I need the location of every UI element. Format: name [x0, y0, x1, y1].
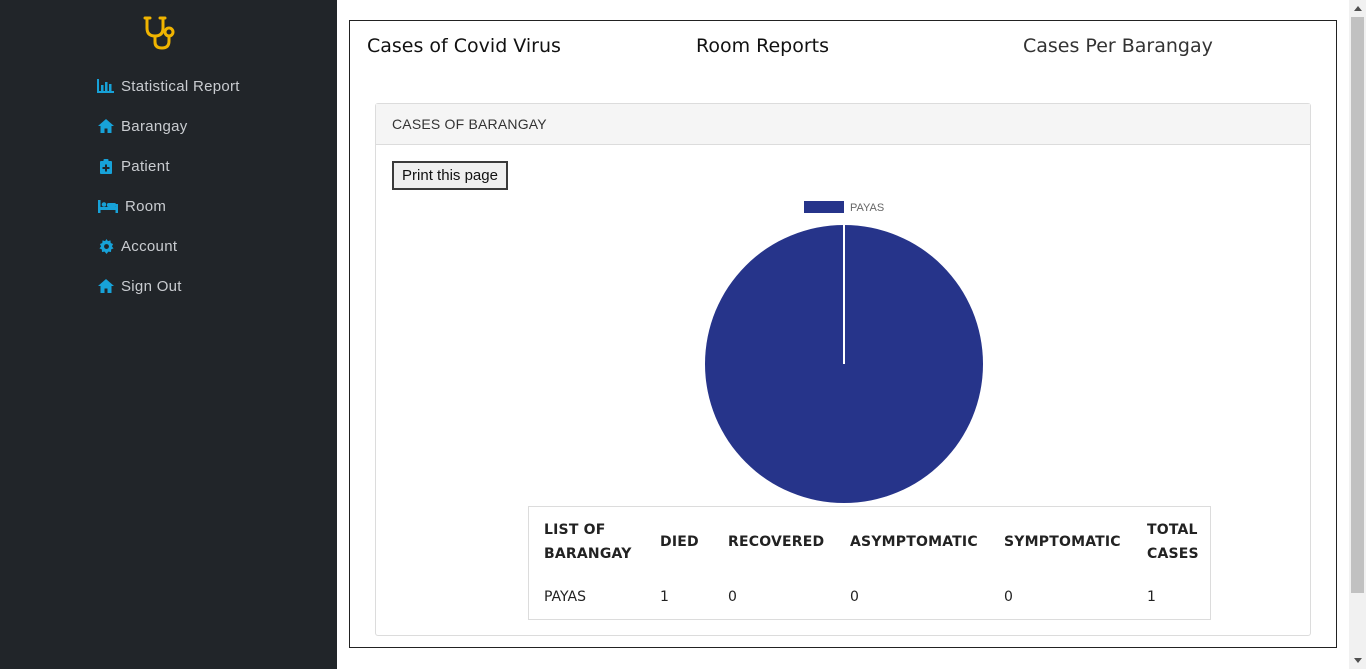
sidebar-item-label: Room: [125, 197, 167, 215]
table-row: PAYAS 1 0 0 0 1: [529, 581, 1210, 617]
scroll-down-arrow-icon[interactable]: [1349, 652, 1366, 669]
stethoscope-icon[interactable]: [143, 14, 177, 50]
bar-chart-icon: [97, 78, 115, 94]
bed-icon: [97, 198, 119, 214]
column-header-recovered: RECOVERED: [728, 534, 825, 550]
cell-total-cases: 1: [1147, 589, 1156, 605]
sidebar-item-barangay[interactable]: Barangay: [97, 106, 240, 146]
tab-cases-per-barangay[interactable]: Cases Per Barangay: [1023, 35, 1213, 57]
barangay-cases-card: CASES OF BARANGAY Print this page PAYAS …: [375, 103, 1311, 636]
scroll-thumb[interactable]: [1351, 17, 1364, 593]
column-header-died: DIED: [660, 534, 699, 550]
barangay-table: LIST OF BARANGAY DIED RECOVERED ASYMPTOMA…: [528, 506, 1211, 620]
print-button[interactable]: Print this page: [392, 161, 508, 190]
sidebar-item-label: Statistical Report: [121, 77, 240, 95]
cell-asymptomatic: 0: [850, 589, 859, 605]
legend-label: PAYAS: [850, 202, 884, 214]
column-header-total-cases: TOTAL CASES: [1147, 522, 1199, 562]
sidebar-item-label: Barangay: [121, 117, 188, 135]
cell-symptomatic: 0: [1004, 589, 1013, 605]
legend-swatch: [804, 201, 844, 213]
home-icon: [97, 278, 115, 294]
sidebar-item-label: Patient: [121, 157, 170, 175]
sidebar-item-patient[interactable]: Patient: [97, 146, 240, 186]
column-header-asymptomatic: ASYMPTOMATIC: [850, 534, 978, 550]
gear-icon: [97, 238, 115, 254]
cell-barangay: PAYAS: [544, 589, 586, 605]
sidebar: Statistical Report Barangay Patient Room…: [0, 0, 337, 669]
sidebar-item-label: Account: [121, 237, 178, 255]
pie-chart: PAYAS: [705, 201, 983, 503]
sidebar-item-statistical-report[interactable]: Statistical Report: [97, 66, 240, 106]
sidebar-item-label: Sign Out: [121, 277, 182, 295]
main-content: Cases of Covid Virus Room Reports Cases …: [337, 0, 1349, 669]
report-frame: Cases of Covid Virus Room Reports Cases …: [349, 20, 1337, 648]
card-title: CASES OF BARANGAY: [376, 104, 1310, 145]
table-header-row: LIST OF BARANGAY DIED RECOVERED ASYMPTOMA…: [529, 507, 1210, 581]
cell-recovered: 0: [728, 589, 737, 605]
sidebar-item-room[interactable]: Room: [97, 186, 240, 226]
column-header-barangay: LIST OF BARANGAY: [544, 522, 632, 562]
vertical-scrollbar[interactable]: [1349, 0, 1366, 669]
tab-cases-of-covid-virus[interactable]: Cases of Covid Virus: [367, 35, 561, 57]
scroll-up-arrow-icon[interactable]: [1349, 0, 1366, 17]
cell-died: 1: [660, 589, 669, 605]
sidebar-nav: Statistical Report Barangay Patient Room…: [97, 66, 240, 306]
sidebar-item-sign-out[interactable]: Sign Out: [97, 266, 240, 306]
tab-room-reports[interactable]: Room Reports: [696, 35, 830, 57]
sidebar-item-account[interactable]: Account: [97, 226, 240, 266]
clipboard-plus-icon: [97, 158, 115, 174]
column-header-symptomatic: SYMPTOMATIC: [1004, 534, 1121, 550]
home-icon: [97, 118, 115, 134]
